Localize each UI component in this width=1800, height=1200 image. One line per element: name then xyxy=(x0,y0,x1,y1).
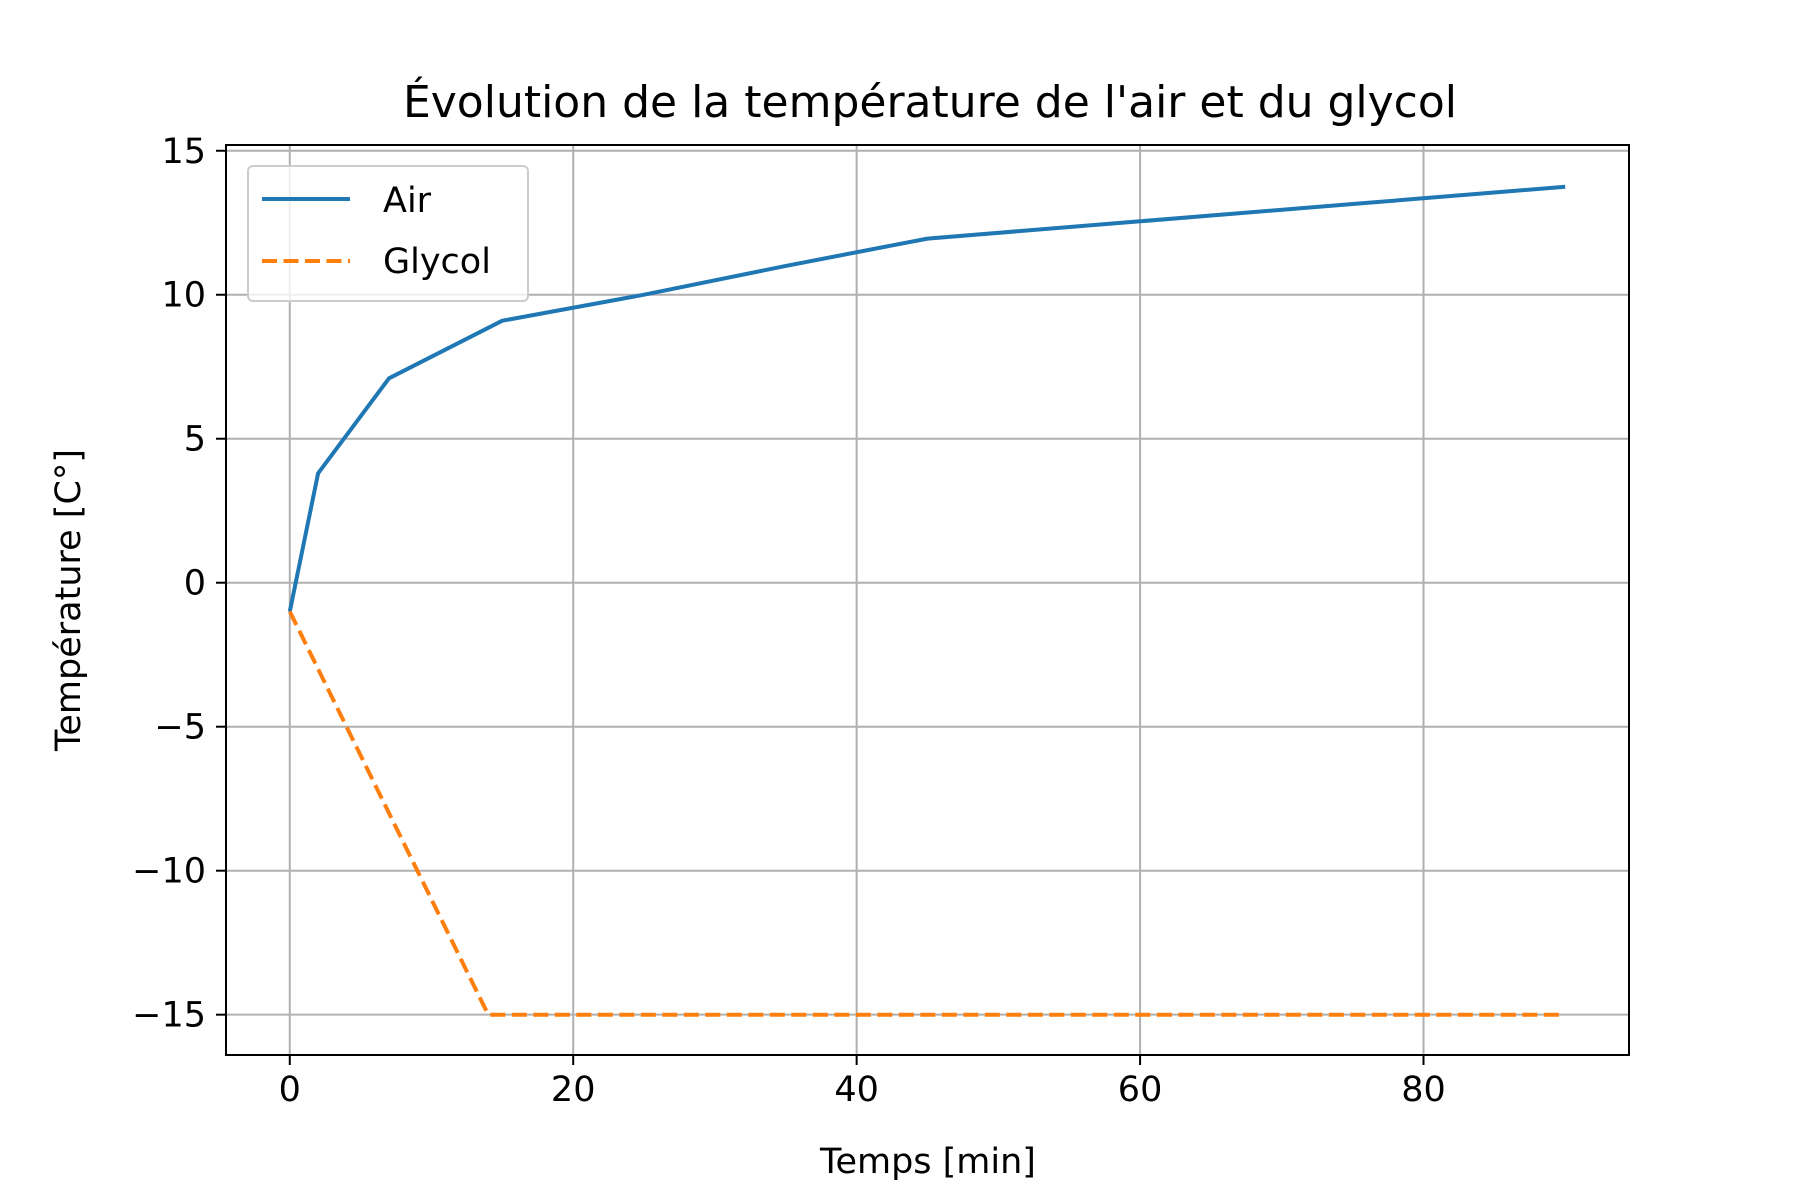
y-tick-label: 15 xyxy=(161,132,206,172)
x-axis-label: Temps [min] xyxy=(819,1142,1036,1182)
chart-title: Évolution de la température de l'air et … xyxy=(403,75,1457,128)
plot-frame xyxy=(225,144,1630,1056)
plot-lines xyxy=(287,184,1566,1017)
legend-air-label: Air xyxy=(383,181,432,221)
y-tick-label: 0 xyxy=(184,564,206,604)
y-tick-label: 5 xyxy=(184,420,206,460)
x-tick-label: 0 xyxy=(279,1070,301,1110)
grid xyxy=(226,145,1629,1055)
legend: Air Glycol xyxy=(247,165,529,302)
x-tick-label: 40 xyxy=(834,1070,879,1110)
y-tick-label: −10 xyxy=(132,852,206,892)
axis-ticks: 0 20 40 60 80 −15 −10 −5 0 5 10 15 xyxy=(132,132,1446,1110)
y-tick-label: 10 xyxy=(161,276,206,316)
x-tick-label: 20 xyxy=(551,1070,596,1110)
x-tick-label: 60 xyxy=(1118,1070,1163,1110)
series-air-line xyxy=(287,184,1566,612)
y-tick-label: −15 xyxy=(132,996,206,1036)
legend-glycol-label: Glycol xyxy=(383,242,491,282)
y-tick-label: −5 xyxy=(154,708,206,748)
x-tick-label: 80 xyxy=(1401,1070,1446,1110)
y-axis-label: Température [C°] xyxy=(49,449,89,752)
series-glycol-line xyxy=(288,610,1566,1017)
